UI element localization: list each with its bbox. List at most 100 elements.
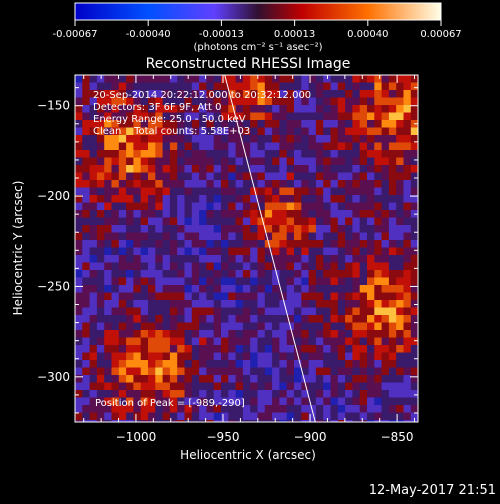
- heatmap-cell: [279, 405, 288, 413]
- heatmap-cell: [148, 307, 156, 316]
- heatmap-cell: [257, 262, 266, 271]
- heatmap-cell: [213, 232, 222, 241]
- heatmap-cell: [162, 90, 171, 98]
- heatmap-cell: [162, 352, 171, 361]
- heatmap-cell: [148, 135, 156, 143]
- heatmap-cell: [118, 420, 127, 422]
- heatmap-cell: [126, 112, 134, 121]
- heatmap-cell: [388, 225, 397, 233]
- heatmap-cell: [126, 360, 134, 368]
- heatmap-cell: [133, 397, 142, 406]
- heatmap-cell: [381, 420, 390, 422]
- heatmap-cell: [272, 375, 280, 383]
- heatmap-cell: [242, 187, 251, 196]
- heatmap-cell: [148, 390, 156, 398]
- heatmap-cell: [221, 142, 229, 151]
- heatmap-cell: [345, 352, 353, 361]
- heatmap-cell: [177, 142, 185, 151]
- heatmap-cell: [337, 187, 346, 196]
- heatmap-cell: [228, 195, 236, 203]
- heatmap-cell: [133, 210, 142, 218]
- heatmap-cell: [272, 367, 280, 376]
- heatmap-cell: [140, 217, 149, 226]
- heatmap-cell: [228, 202, 236, 211]
- heatmap-cell: [272, 360, 280, 368]
- heatmap-cell: [104, 345, 112, 353]
- heatmap-cell: [118, 352, 127, 361]
- heatmap-cell: [410, 202, 418, 211]
- heatmap-cell: [148, 217, 156, 226]
- heatmap-cell: [235, 180, 244, 188]
- heatmap-cell: [286, 420, 295, 422]
- heatmap-cell: [75, 195, 83, 203]
- heatmap-cell: [352, 217, 361, 226]
- heatmap-cell: [257, 112, 266, 121]
- heatmap-cell: [301, 367, 309, 376]
- heatmap-cell: [308, 307, 317, 316]
- heatmap-cell: [75, 97, 83, 106]
- heatmap-cell: [148, 202, 156, 211]
- heatmap-cell: [381, 315, 390, 323]
- heatmap-cell: [330, 150, 339, 158]
- heatmap-cell: [396, 75, 404, 83]
- heatmap-cell: [206, 397, 215, 406]
- heatmap-cell: [315, 247, 324, 256]
- heatmap-cell: [148, 142, 156, 151]
- heatmap-cell: [286, 345, 295, 353]
- heatmap-cell: [359, 300, 368, 308]
- heatmap-cell: [126, 375, 134, 383]
- heatmap-cell: [221, 382, 229, 391]
- heatmap-cell: [191, 277, 200, 286]
- heatmap-cell: [118, 82, 127, 91]
- heatmap-cell: [337, 397, 346, 406]
- heatmap-cell: [396, 382, 404, 391]
- heatmap-cell: [279, 165, 288, 173]
- heatmap-cell: [337, 157, 346, 166]
- heatmap-cell: [140, 262, 149, 271]
- heatmap-cell: [133, 82, 142, 91]
- heatmap-cell: [206, 405, 215, 413]
- heatmap-cell: [286, 165, 295, 173]
- heatmap-cell: [199, 120, 207, 128]
- heatmap-cell: [410, 187, 418, 196]
- heatmap-cell: [104, 360, 112, 368]
- heatmap-cell: [228, 90, 236, 98]
- heatmap-cell: [75, 337, 83, 346]
- heatmap-cell: [169, 247, 178, 256]
- heatmap-cell: [272, 165, 280, 173]
- heatmap-cell: [89, 225, 98, 233]
- heatmap-cell: [89, 277, 98, 286]
- heatmap-cell: [133, 322, 142, 331]
- heatmap-cell: [148, 360, 156, 368]
- heatmap-cell: [337, 202, 346, 211]
- heatmap-cell: [264, 90, 273, 98]
- heatmap-cell: [162, 367, 171, 376]
- heatmap-cell: [111, 172, 120, 181]
- heatmap-cell: [257, 300, 266, 308]
- heatmap-cell: [206, 210, 215, 218]
- heatmap-cell: [126, 195, 134, 203]
- heatmap-cell: [337, 127, 346, 136]
- heatmap-cell: [301, 307, 309, 316]
- heatmap-cell: [206, 315, 215, 323]
- heatmap-cell: [126, 187, 134, 196]
- heatmap-cell: [257, 82, 266, 91]
- x-tick-label: −850: [381, 430, 414, 444]
- heatmap-cell: [410, 97, 418, 106]
- heatmap-cell: [330, 247, 339, 256]
- heatmap-cell: [177, 97, 185, 106]
- heatmap-cell: [345, 187, 353, 196]
- heatmap-cell: [235, 390, 244, 398]
- heatmap-cell: [177, 120, 185, 128]
- heatmap-cell: [162, 390, 171, 398]
- heatmap-cell: [330, 142, 339, 151]
- colorbar-tick-label: 0.00067: [420, 29, 461, 40]
- heatmap-cell: [235, 97, 244, 106]
- heatmap-cell: [191, 210, 200, 218]
- heatmap-cell: [337, 330, 346, 338]
- heatmap-cell: [367, 240, 375, 248]
- heatmap-cell: [301, 105, 309, 113]
- heatmap-cell: [126, 345, 134, 353]
- heatmap-cell: [82, 345, 90, 353]
- heatmap-cell: [272, 262, 280, 271]
